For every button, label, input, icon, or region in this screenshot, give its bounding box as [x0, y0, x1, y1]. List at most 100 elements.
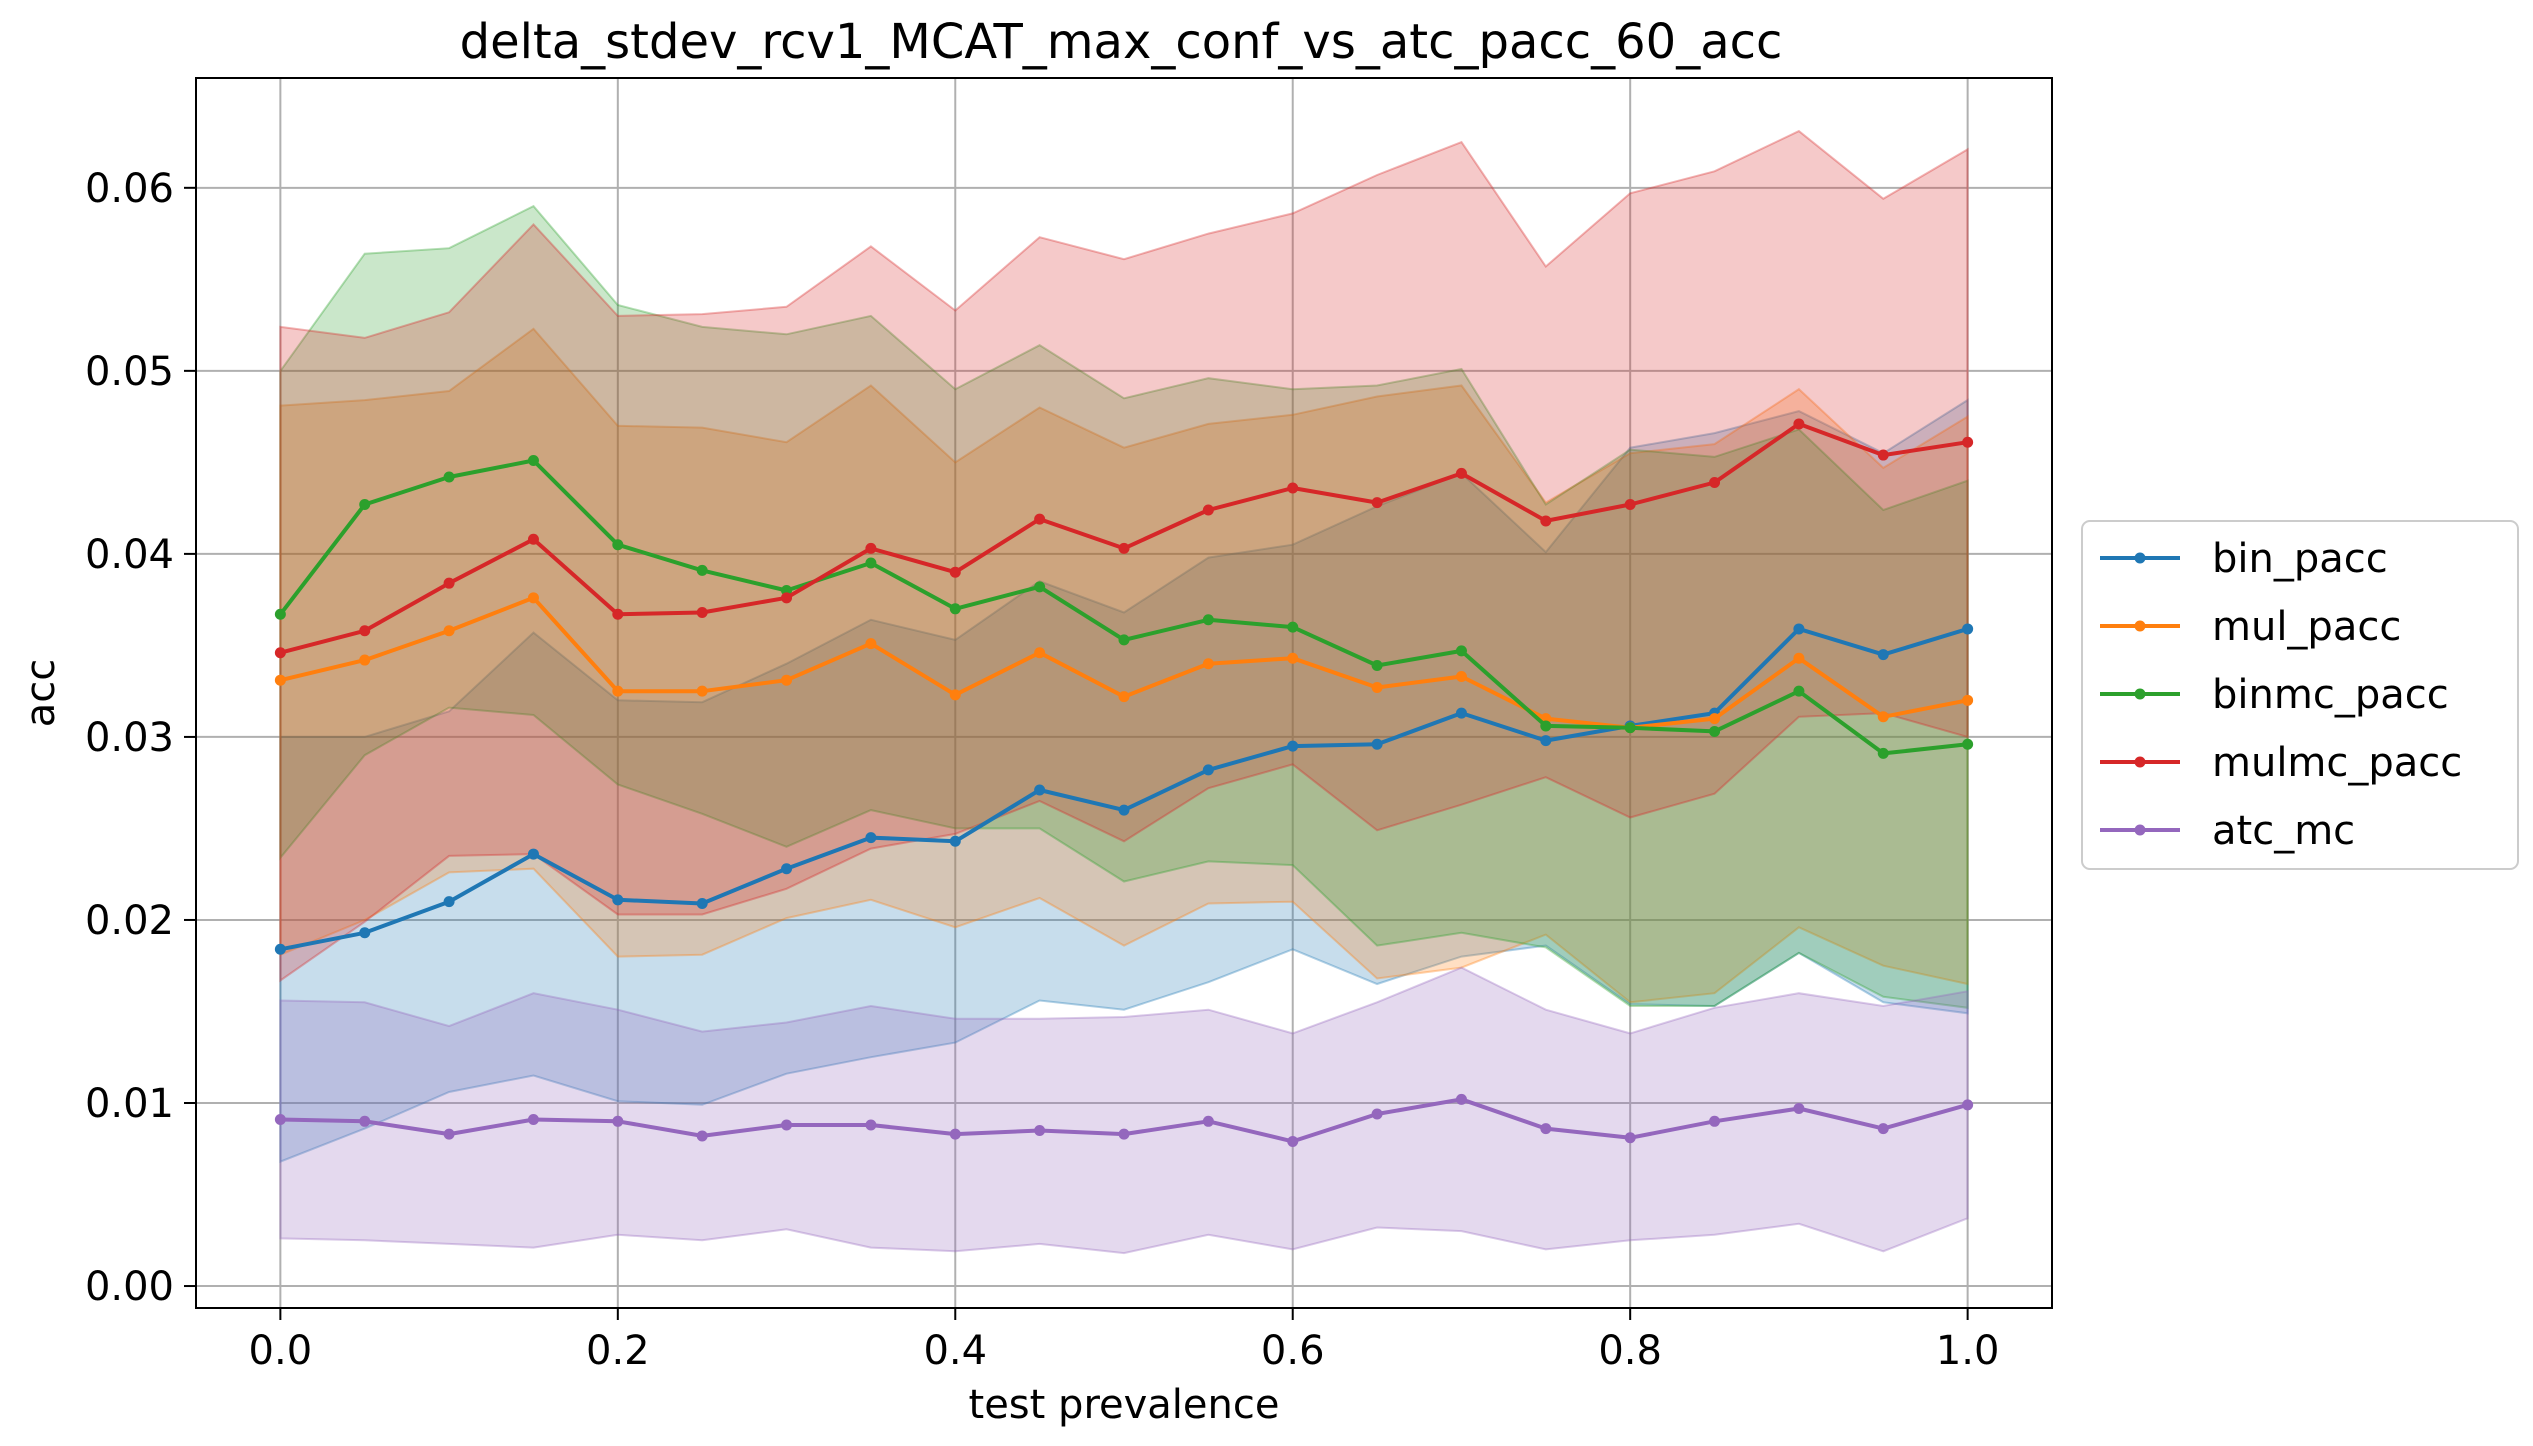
point-atc_mc — [1709, 1115, 1721, 1127]
point-bin_pacc — [612, 894, 624, 906]
legend-label-binmc_pacc: binmc_pacc — [2212, 672, 2449, 718]
point-mulmc_pacc — [1709, 477, 1721, 489]
point-bin_pacc — [781, 863, 793, 875]
point-binmc_pacc — [274, 608, 286, 620]
point-bin_pacc — [443, 896, 455, 908]
point-atc_mc — [1371, 1108, 1383, 1120]
point-binmc_pacc — [527, 455, 539, 467]
plot-frame — [195, 77, 2053, 1309]
point-atc_mc — [1202, 1115, 1214, 1127]
x-tick-label: 0.0 — [249, 1328, 313, 1374]
point-mul_pacc — [781, 674, 793, 686]
point-mulmc_pacc — [781, 592, 793, 604]
point-atc_mc — [1455, 1093, 1467, 1105]
point-mul_pacc — [274, 674, 286, 686]
x-tick-label: 0.6 — [1261, 1328, 1325, 1374]
point-binmc_pacc — [1455, 645, 1467, 657]
point-mul_pacc — [949, 689, 961, 701]
y-tick-label: 0.05 — [85, 349, 174, 395]
point-atc_mc — [1877, 1123, 1889, 1135]
point-mulmc_pacc — [1202, 504, 1214, 516]
point-atc_mc — [781, 1119, 793, 1131]
point-mulmc_pacc — [949, 566, 961, 578]
point-mul_pacc — [1709, 713, 1721, 725]
point-bin_pacc — [274, 943, 286, 955]
point-atc_mc — [1624, 1132, 1636, 1144]
point-bin_pacc — [1034, 784, 1046, 796]
point-mulmc_pacc — [1540, 515, 1552, 527]
point-bin_pacc — [1202, 764, 1214, 776]
point-mul_pacc — [1877, 711, 1889, 723]
point-mulmc_pacc — [1034, 513, 1046, 525]
point-mulmc_pacc — [359, 625, 371, 637]
y-tick-label: 0.00 — [85, 1264, 174, 1310]
point-atc_mc — [612, 1115, 624, 1127]
point-mulmc_pacc — [612, 608, 624, 620]
point-atc_mc — [1118, 1128, 1130, 1140]
point-mulmc_pacc — [1877, 449, 1889, 461]
point-binmc_pacc — [865, 557, 877, 569]
point-mul_pacc — [1371, 682, 1383, 694]
point-mul_pacc — [527, 592, 539, 604]
y-tick-label: 0.01 — [85, 1081, 174, 1127]
point-binmc_pacc — [1877, 747, 1889, 759]
y-axis-label: acc — [18, 659, 64, 728]
legend-label-mulmc_pacc: mulmc_pacc — [2212, 740, 2462, 786]
point-binmc_pacc — [612, 539, 624, 551]
point-bin_pacc — [949, 835, 961, 847]
point-binmc_pacc — [1202, 614, 1214, 626]
point-binmc_pacc — [1962, 738, 1974, 750]
point-bin_pacc — [1793, 623, 1805, 635]
point-mulmc_pacc — [1371, 497, 1383, 509]
point-atc_mc — [1287, 1135, 1299, 1147]
x-tick-label: 0.8 — [1598, 1328, 1662, 1374]
point-bin_pacc — [696, 897, 708, 909]
point-mulmc_pacc — [696, 606, 708, 618]
point-atc_mc — [1793, 1102, 1805, 1114]
point-atc_mc — [865, 1119, 877, 1131]
point-binmc_pacc — [696, 564, 708, 576]
point-bin_pacc — [1455, 707, 1467, 719]
point-atc_mc — [274, 1113, 286, 1125]
point-atc_mc — [696, 1130, 708, 1142]
point-atc_mc — [1962, 1099, 1974, 1111]
legend-label-bin_pacc: bin_pacc — [2212, 536, 2388, 582]
point-mul_pacc — [612, 685, 624, 697]
point-mulmc_pacc — [1118, 542, 1130, 554]
y-axis-ticks: 0.00 0.01 0.02 0.03 0.04 0.05 0.06 — [85, 166, 196, 1310]
point-binmc_pacc — [1540, 720, 1552, 732]
point-binmc_pacc — [443, 471, 455, 483]
point-mul_pacc — [1034, 647, 1046, 659]
point-bin_pacc — [1118, 804, 1130, 816]
point-mul_pacc — [1287, 652, 1299, 664]
point-mulmc_pacc — [1793, 418, 1805, 430]
point-bin_pacc — [1540, 735, 1552, 747]
y-tick-label: 0.06 — [85, 166, 174, 212]
x-tick-label: 0.4 — [923, 1328, 987, 1374]
point-bin_pacc — [359, 927, 371, 939]
point-bin_pacc — [1287, 740, 1299, 752]
band-mulmc_pacc — [279, 129, 1969, 983]
point-binmc_pacc — [1709, 725, 1721, 737]
x-tick-label: 0.2 — [586, 1328, 650, 1374]
point-binmc_pacc — [359, 498, 371, 510]
point-atc_mc — [1034, 1124, 1046, 1136]
point-binmc_pacc — [1793, 685, 1805, 697]
series-lines — [274, 418, 1974, 1147]
point-mulmc_pacc — [1287, 482, 1299, 494]
point-mul_pacc — [443, 625, 455, 637]
point-binmc_pacc — [1034, 581, 1046, 593]
legend-marker-atc_mc — [2134, 824, 2146, 836]
point-binmc_pacc — [1287, 621, 1299, 633]
point-bin_pacc — [527, 848, 539, 860]
point-mul_pacc — [865, 638, 877, 650]
point-mulmc_pacc — [865, 542, 877, 554]
point-bin_pacc — [865, 832, 877, 844]
point-mul_pacc — [1962, 694, 1974, 706]
x-axis-label: test prevalence — [969, 1382, 1280, 1428]
point-mulmc_pacc — [1962, 436, 1974, 448]
point-binmc_pacc — [949, 603, 961, 615]
y-tick-label: 0.04 — [85, 532, 174, 578]
legend: bin_pacc mul_pacc binmc_pacc mulmc_pacc atc_… — [2081, 520, 2519, 870]
x-tick-label: 1.0 — [1936, 1328, 2000, 1374]
